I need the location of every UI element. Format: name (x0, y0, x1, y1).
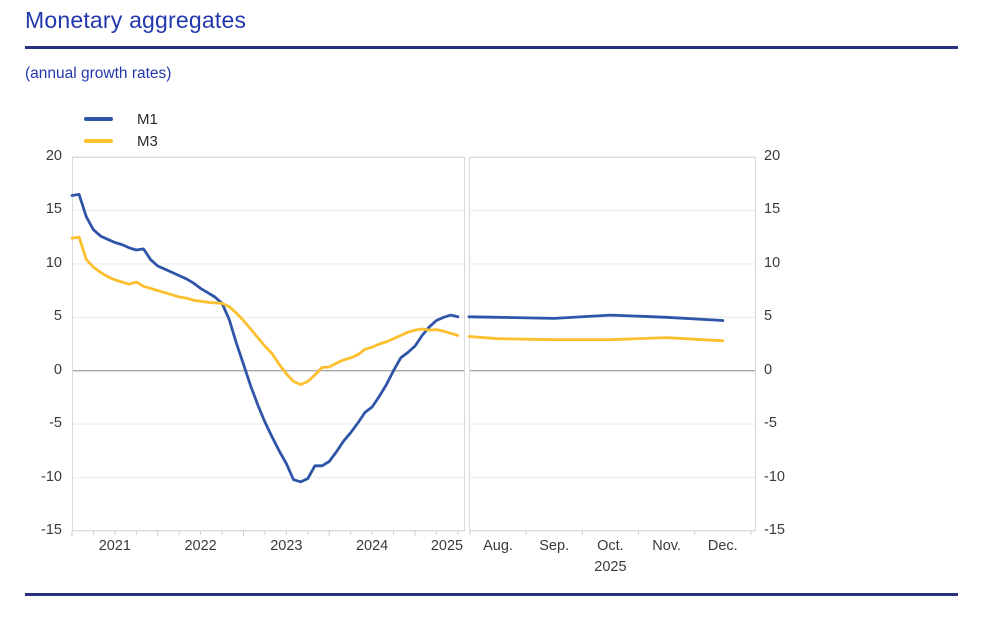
m1-line-swatch-icon (84, 117, 113, 121)
y-axis-label-right: 10 (764, 254, 781, 271)
y-axis-label-right: -5 (764, 415, 777, 432)
y-axis-label-left: -5 (49, 415, 62, 432)
panel-border (72, 157, 465, 531)
x-axis-label-month: Sep. (539, 538, 570, 554)
left-panel-history (70, 156, 465, 536)
title-rule (25, 46, 958, 49)
y-axis-label-left: 15 (45, 201, 62, 218)
y-axis-label-right: 20 (764, 148, 781, 164)
x-axis-label-year: 2022 (184, 538, 217, 554)
legend-label-m1: M1 (137, 110, 158, 128)
legend-label-m3: M3 (137, 132, 158, 150)
chart-legend: M1 M3 (84, 108, 158, 152)
legend-item-m3: M3 (84, 130, 158, 152)
m3-line (70, 235, 460, 387)
y-axis-label-left: 5 (53, 308, 62, 325)
m1-line-recent (467, 313, 725, 322)
x-axis-label-year: 2024 (355, 538, 389, 554)
y-axis-label-left: -15 (41, 522, 62, 538)
x-axis-label-year: 2021 (98, 538, 131, 554)
x-axis-label-month: Dec. (707, 538, 738, 554)
m3-line-recent (467, 335, 725, 343)
y-axis-label-left: 10 (45, 254, 62, 271)
right-panel-recent (467, 156, 756, 535)
x-axis-label-year: 2023 (270, 538, 303, 554)
m1-line (70, 193, 460, 484)
footer-rule (25, 593, 958, 596)
x-axis-label-month: Aug. (483, 538, 513, 554)
x-axis-label-year: 2025 (430, 538, 464, 554)
y-axis-label-right: -10 (764, 468, 785, 485)
x-axis-label-month: Nov. (652, 538, 681, 554)
y-axis-label-left: 20 (45, 148, 62, 164)
y-axis-label-right: 5 (764, 308, 773, 325)
legend-item-m1: M1 (84, 108, 158, 130)
panel-border (469, 157, 756, 531)
y-axis-label-right: 0 (764, 361, 773, 378)
x-axis-label-month: Oct. (597, 538, 624, 554)
m3-line-swatch-icon (84, 139, 113, 143)
chart-subtitle: (annual growth rates) (25, 65, 172, 82)
y-axis-label-right: 15 (764, 201, 781, 218)
y-axis-label-left: 0 (53, 361, 62, 378)
page-title: Monetary aggregates (25, 7, 247, 33)
y-axis-label-left: -10 (41, 468, 62, 485)
y-axis-label-right: -15 (764, 522, 785, 538)
x-axis-label-year-right: 2025 (594, 559, 627, 575)
